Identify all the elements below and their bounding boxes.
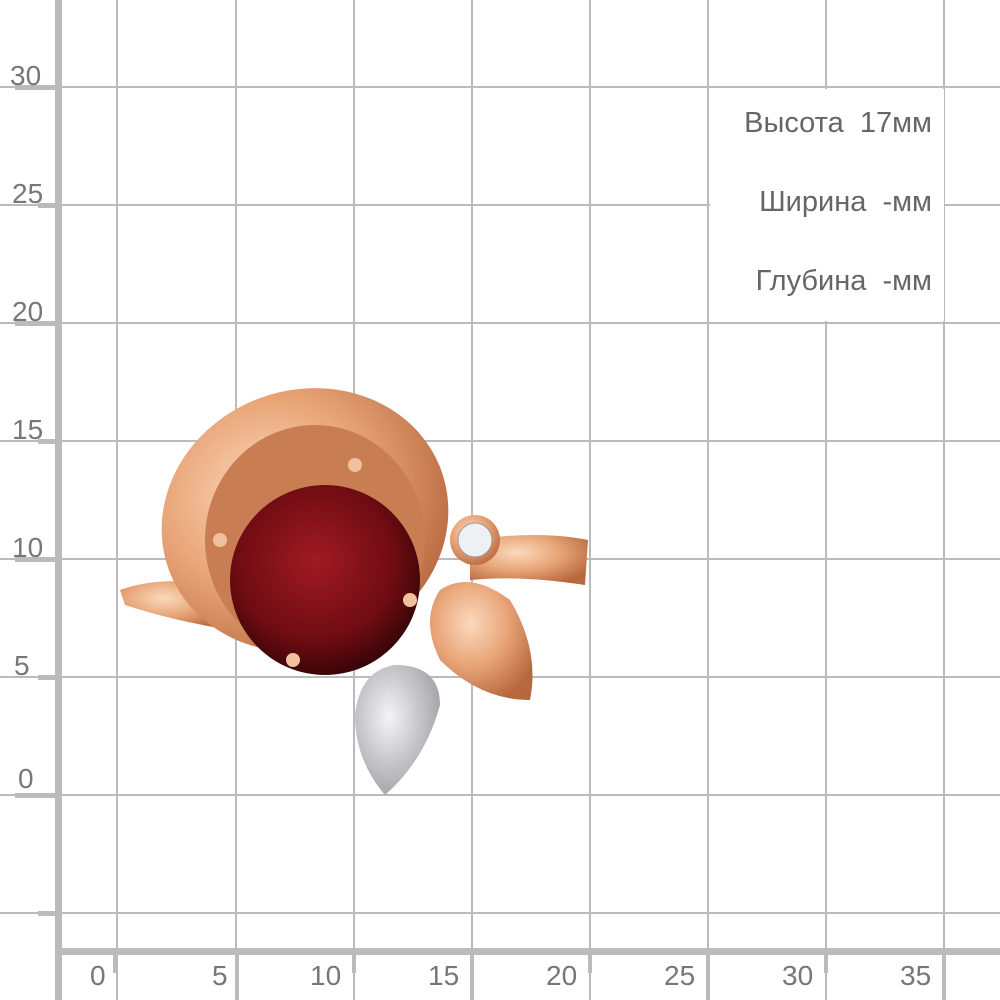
y-tick-0: 0 [18,763,34,794]
y-tick-15: 15 [12,414,44,445]
x-tick-35: 35 [900,960,932,991]
x-tick-15: 15 [428,960,460,991]
pave-pear [355,665,440,795]
y-tick-5: 5 [14,650,30,681]
small-diamond [457,522,493,558]
y-tick-20: 20 [12,296,44,327]
x-tick-5: 5 [212,960,228,991]
ring-image [120,388,588,795]
depth-value: Глубина -мм [755,265,932,297]
height-value: Высота 17мм [744,107,932,139]
dimensions-panel: Высота 17мм Ширина -мм Глубина -мм [710,89,944,321]
width-value: Ширина -мм [759,186,932,218]
x-tick-20: 20 [546,960,578,991]
x-tick-10: 10 [310,960,342,991]
y-tick-10: 10 [12,532,44,563]
x-tick-25: 25 [664,960,696,991]
y-tick-25: 25 [12,178,44,209]
y-tick-30: 30 [10,60,42,91]
x-tick-30: 30 [782,960,814,991]
x-tick-0: 0 [90,960,106,991]
garnet-stone [230,485,420,675]
axes [15,0,1000,1000]
